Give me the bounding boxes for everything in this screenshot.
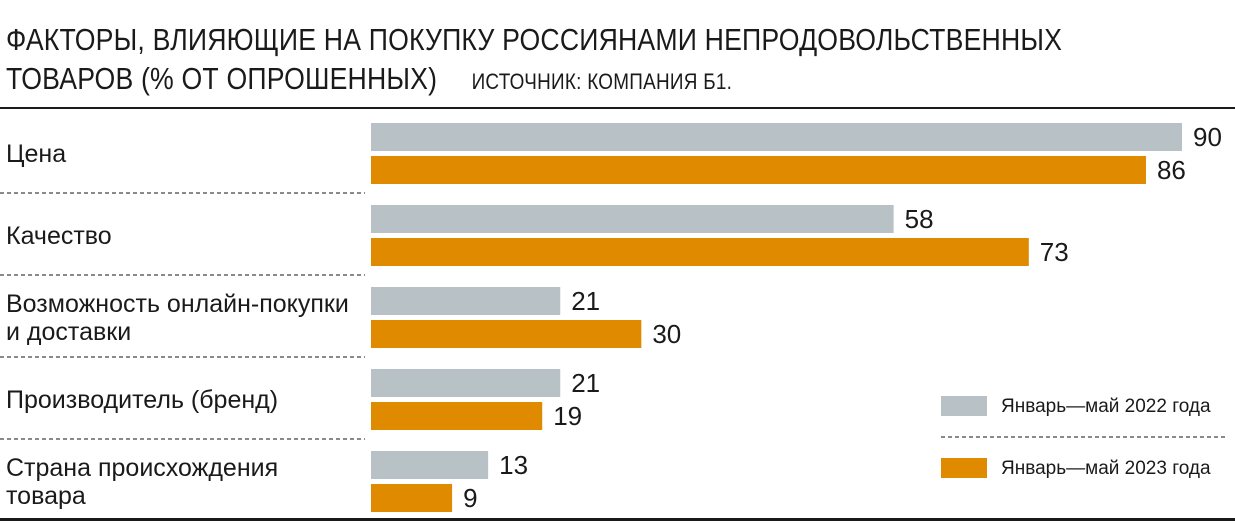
- bar-1-0: [371, 205, 894, 233]
- title-line-2-wrap: товаров (% от опрошенных) Источник: компа…: [6, 59, 1038, 101]
- value-label-4-0: 13: [499, 450, 528, 480]
- value-label-0-0: 90: [1193, 122, 1222, 152]
- title-line-2: товаров (% от опрошенных): [6, 61, 438, 96]
- category-label-4-0: Страна происхождения: [6, 454, 278, 482]
- source-note: Источник: компания Б1.: [471, 69, 733, 94]
- value-label-2-1: 30: [652, 319, 681, 349]
- category-label-1-0: Качество: [6, 222, 112, 250]
- bar-2-1: [371, 320, 642, 348]
- legend-swatch-1: [941, 458, 987, 478]
- category-label-0-0: Цена: [6, 140, 66, 168]
- value-label-3-0: 21: [571, 368, 600, 398]
- value-label-0-1: 86: [1157, 155, 1186, 185]
- value-label-4-1: 9: [463, 483, 477, 513]
- value-label-3-1: 19: [553, 401, 582, 431]
- bottom-rule: [0, 518, 1235, 521]
- bar-3-1: [371, 402, 543, 430]
- bar-4-1: [371, 484, 453, 512]
- legend-label-1: Январь—май 2023 года: [1001, 458, 1211, 479]
- value-label-2-0: 21: [571, 286, 600, 316]
- category-label-3-0: Производитель (бренд): [6, 386, 278, 414]
- value-label-1-1: 73: [1040, 237, 1069, 267]
- bar-0-0: [371, 123, 1182, 151]
- legend-label-0: Январь—май 2022 года: [1001, 396, 1211, 417]
- title-line-1: Факторы, влияющие на покупку россиянами …: [6, 22, 1063, 57]
- legend-swatch-0: [941, 396, 987, 416]
- category-label-4-1: товара: [6, 482, 86, 510]
- bar-0-1: [371, 156, 1146, 184]
- top-rule: [0, 107, 1235, 109]
- bar-4-0: [371, 451, 489, 479]
- bar-1-1: [371, 238, 1029, 266]
- bar-3-0: [371, 369, 561, 397]
- chart-title: Факторы, влияющие на покупку россиянами …: [6, 20, 1062, 101]
- category-label-2-1: и доставки: [6, 318, 131, 346]
- bar-2-0: [371, 287, 561, 315]
- value-label-1-0: 58: [905, 204, 934, 234]
- category-label-2-0: Возможность онлайн-покупки: [6, 290, 349, 318]
